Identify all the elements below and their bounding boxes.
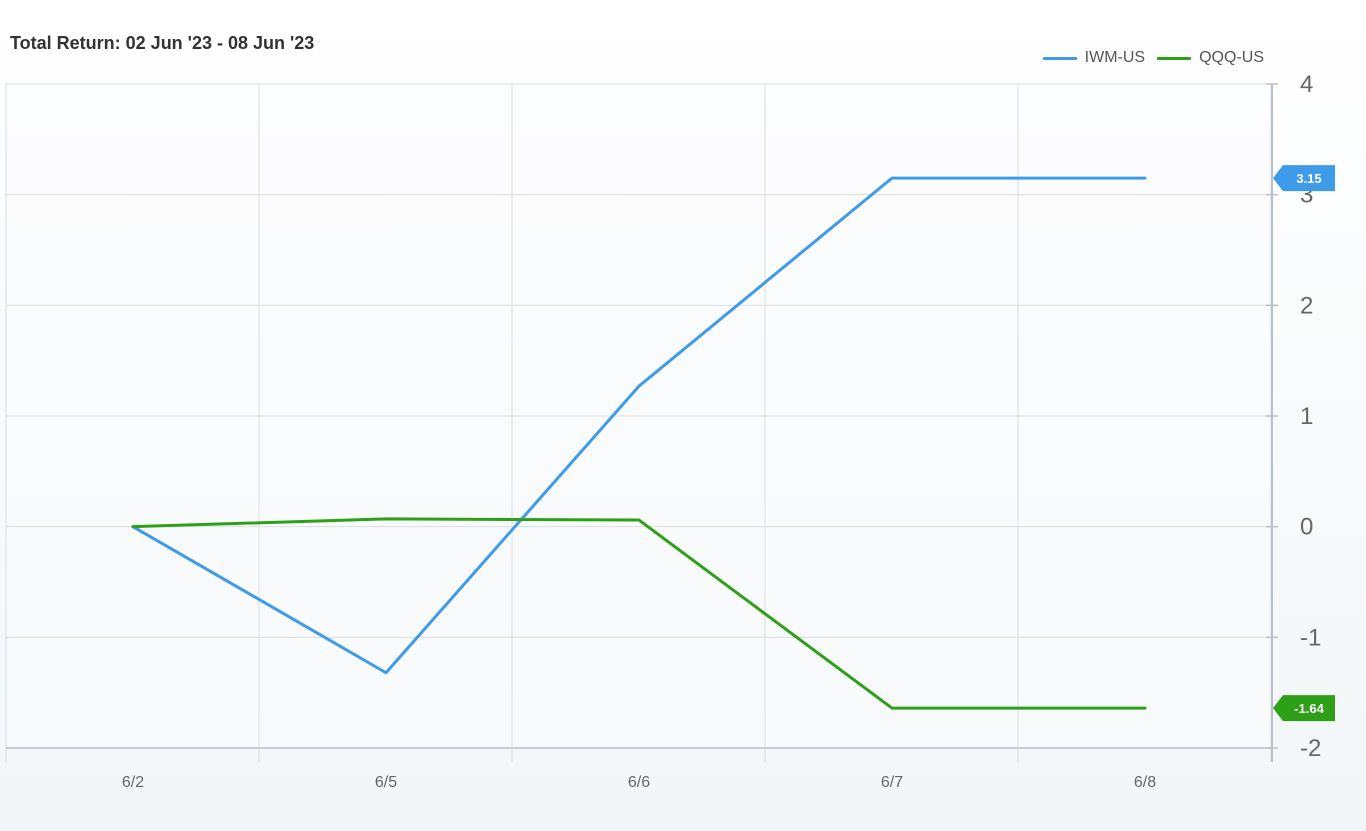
end-value-label-qqq-us: -1.64 <box>1294 701 1324 716</box>
y-tick-label: 0 <box>1300 514 1313 541</box>
legend-swatch-iwm <box>1042 56 1077 60</box>
y-tick-label: 4 <box>1300 71 1313 98</box>
series-line-iwm-us[interactable] <box>131 176 1147 675</box>
y-tick-label: 1 <box>1300 403 1313 430</box>
data-point-iwm-us[interactable] <box>383 670 389 676</box>
data-point-qqq-us[interactable] <box>383 516 389 522</box>
data-point-iwm-us[interactable] <box>636 383 642 389</box>
data-point-iwm-us[interactable] <box>1142 175 1148 181</box>
legend-swatch-qqq <box>1157 56 1192 60</box>
legend-item-qqq[interactable]: QQQ-US <box>1157 49 1264 67</box>
x-tick-label: 6/2 <box>122 774 144 791</box>
y-tick-label: 2 <box>1300 292 1313 319</box>
y-tick-label: -1 <box>1300 624 1321 651</box>
data-point-qqq-us[interactable] <box>1142 705 1148 711</box>
data-point-qqq-us[interactable] <box>130 524 136 530</box>
y-tick-label: -2 <box>1300 735 1321 762</box>
legend-label-iwm: IWM-US <box>1084 49 1146 66</box>
data-point-qqq-us[interactable] <box>636 517 642 523</box>
end-value-badge-qqq-us <box>1273 695 1335 722</box>
x-tick-label: 6/8 <box>1134 774 1156 791</box>
x-tick-label: 6/7 <box>881 774 903 791</box>
end-value-label-iwm-us: 3.15 <box>1296 171 1321 186</box>
x-tick-label: 6/6 <box>628 774 650 791</box>
end-value-badge-iwm-us <box>1273 165 1335 192</box>
chart-title: Total Return: 02 Jun '23 - 08 Jun '23 <box>10 33 315 53</box>
series-line-qqq-us[interactable] <box>131 517 1147 710</box>
x-tick-label: 6/5 <box>375 774 397 791</box>
data-point-iwm-us[interactable] <box>889 175 895 181</box>
legend-item-iwm[interactable]: IWM-US <box>1042 49 1146 67</box>
legend: IWM-US QQQ-US <box>1042 49 1264 67</box>
data-point-qqq-us[interactable] <box>889 705 895 711</box>
legend-label-qqq: QQQ-US <box>1199 49 1264 66</box>
